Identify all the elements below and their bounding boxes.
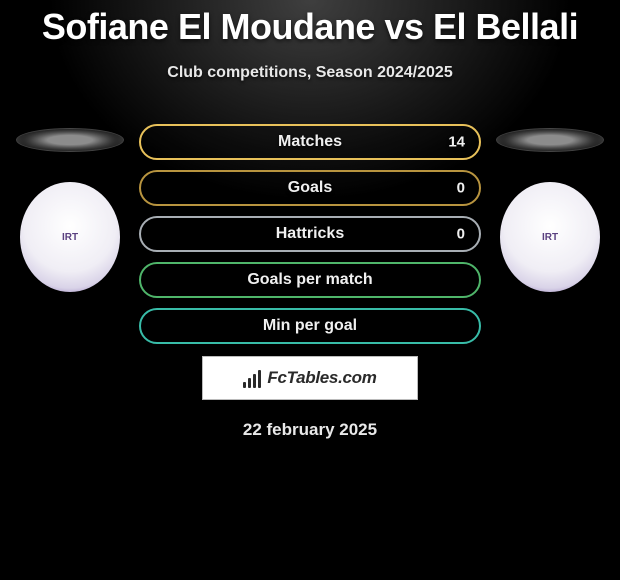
stat-value: 14 [448, 134, 465, 151]
stat-row: Goals 0 [139, 170, 481, 206]
stat-label: Goals [288, 179, 332, 197]
brand-box: FcTables.com [202, 356, 418, 400]
subtitle: Club competitions, Season 2024/2025 [0, 64, 620, 82]
stat-row: Hattricks 0 [139, 216, 481, 252]
page-title: Sofiane El Moudane vs El Bellali [0, 0, 620, 48]
stats-list: Matches 14 Goals 0 Hattricks 0 Goals per match… [0, 124, 620, 344]
date-label: 22 february 2025 [0, 420, 620, 440]
stat-row: Min per goal [139, 308, 481, 344]
stat-label: Min per goal [263, 317, 357, 335]
brand-text: FcTables.com [267, 368, 376, 388]
stat-value: 0 [457, 226, 465, 243]
stat-row: Matches 14 [139, 124, 481, 160]
bar-chart-icon [243, 368, 261, 388]
stat-value: 0 [457, 180, 465, 197]
stat-label: Hattricks [276, 225, 344, 243]
stat-label: Goals per match [247, 271, 372, 289]
stat-label: Matches [278, 133, 342, 151]
stat-row: Goals per match [139, 262, 481, 298]
